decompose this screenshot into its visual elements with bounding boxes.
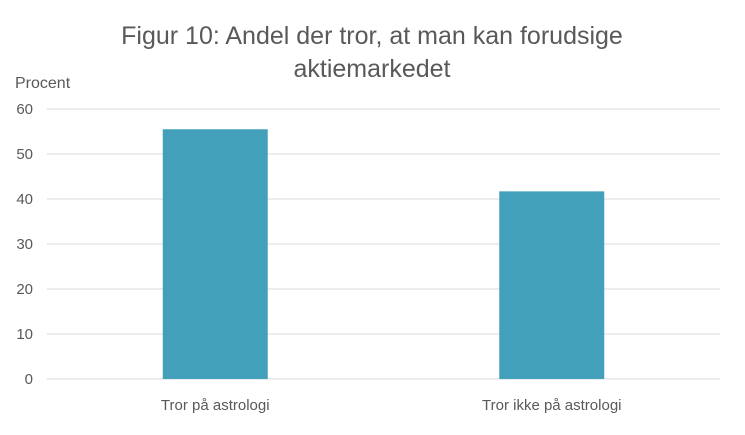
y-tick-label: 0 xyxy=(25,371,33,388)
chart-title-line-2: aktiemarkedet xyxy=(293,55,450,83)
y-tick-label: 40 xyxy=(16,191,33,208)
y-tick-label: 60 xyxy=(16,101,33,118)
y-tick-label: 10 xyxy=(16,326,33,343)
bar xyxy=(162,129,268,379)
bar xyxy=(499,191,605,379)
y-axis-label: Procent xyxy=(15,75,71,92)
y-tick-label: 30 xyxy=(16,236,33,253)
x-tick-label: Tror på astrologi xyxy=(161,397,270,414)
chart-title-line-1: Figur 10: Andel der tror, at man kan for… xyxy=(121,22,623,50)
bars xyxy=(162,129,605,379)
x-tick-label: Tror ikke på astrologi xyxy=(482,397,622,414)
y-tick-label: 50 xyxy=(16,146,33,163)
gridlines xyxy=(47,108,720,380)
x-axis-ticks: Tror på astrologi Tror ikke på astrologi xyxy=(161,397,622,414)
y-tick-label: 20 xyxy=(16,281,33,298)
y-axis-ticks: 0 10 20 30 40 50 60 xyxy=(16,101,33,388)
